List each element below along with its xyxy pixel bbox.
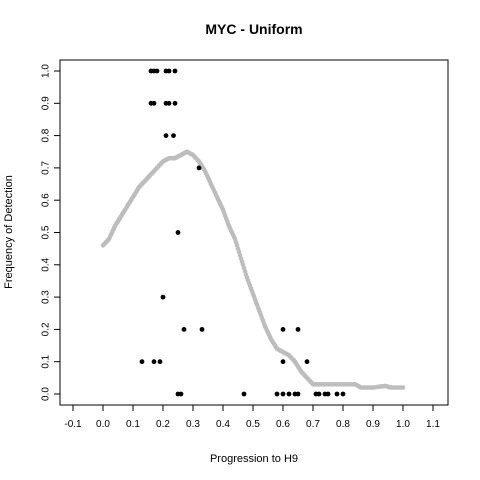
detection-point <box>154 68 160 74</box>
y-tick-label: 0.3 <box>41 290 52 304</box>
detection-point <box>286 391 292 397</box>
detection-point <box>334 391 340 397</box>
detection-point <box>295 391 301 397</box>
detection-point <box>157 359 163 365</box>
detection-point <box>316 391 322 397</box>
detection-point <box>241 391 247 397</box>
x-tick-label: 0.7 <box>306 419 320 430</box>
detection-point <box>139 359 145 365</box>
plot-frame <box>59 59 449 406</box>
detection-point <box>178 391 184 397</box>
detection-point <box>171 133 176 139</box>
x-tick-label: 0.9 <box>366 419 380 430</box>
detection-point <box>295 327 301 332</box>
detection-points-series <box>139 68 346 397</box>
x-axis-label: Progression to H9 <box>210 453 298 465</box>
x-axis: -0.1 0.0 0.1 0.2 0.3 0.4 0.5 0.6 0.7 0.8 0.9 1.0 1.1 <box>64 405 440 430</box>
y-tick-label: 0.2 <box>41 322 52 336</box>
y-tick-label: 0.6 <box>41 193 52 207</box>
y-axis-label: Frequency of Detection <box>3 175 15 289</box>
x-tick-label: 0.2 <box>156 419 170 430</box>
detection-point <box>325 391 331 397</box>
smooth-curve-series <box>100 149 406 390</box>
detection-point <box>163 133 169 139</box>
detection-point <box>175 230 181 235</box>
x-tick-label: -0.1 <box>64 419 82 430</box>
y-tick-label: 0.0 <box>41 387 52 401</box>
detection-point <box>172 68 178 74</box>
y-tick-label: 0.9 <box>41 96 52 110</box>
detection-point <box>166 100 172 106</box>
y-tick-label: 0.1 <box>41 354 52 368</box>
x-tick-label: 0.6 <box>276 419 290 430</box>
x-tick-label: 1.0 <box>396 419 410 430</box>
detection-point <box>274 391 280 397</box>
detection-point <box>172 100 178 106</box>
chart-title: MYC - Uniform <box>205 21 302 37</box>
x-tick-label: 0.4 <box>216 419 230 430</box>
detection-point <box>196 165 202 171</box>
smooth-curve-point <box>400 385 406 390</box>
y-tick-label: 0.4 <box>41 257 52 271</box>
detection-point <box>151 359 157 365</box>
detection-point <box>280 327 286 332</box>
x-tick-label: 0.5 <box>246 419 260 430</box>
x-tick-label: 1.1 <box>426 419 440 430</box>
x-tick-label: 0.3 <box>186 419 200 430</box>
x-tick-label: 0.8 <box>336 419 350 430</box>
detection-point <box>280 391 286 397</box>
y-tick-label: 0.7 <box>41 161 52 175</box>
y-axis: 0.0 0.1 0.2 0.3 0.4 0.5 0.6 0.7 0.8 0.9 1.0 <box>41 64 60 401</box>
detection-point <box>160 294 166 300</box>
y-tick-label: 0.8 <box>41 128 52 142</box>
detection-point <box>280 359 286 365</box>
detection-point <box>199 327 205 332</box>
detection-point <box>151 100 157 106</box>
y-tick-label: 1.0 <box>41 64 52 78</box>
x-tick-label: 0.1 <box>126 419 140 430</box>
detection-point <box>166 68 172 74</box>
y-tick-label: 0.5 <box>41 225 52 239</box>
detection-point <box>340 391 346 397</box>
detection-point <box>181 327 187 332</box>
detection-point <box>304 359 310 365</box>
x-tick-label: 0.0 <box>96 419 110 430</box>
